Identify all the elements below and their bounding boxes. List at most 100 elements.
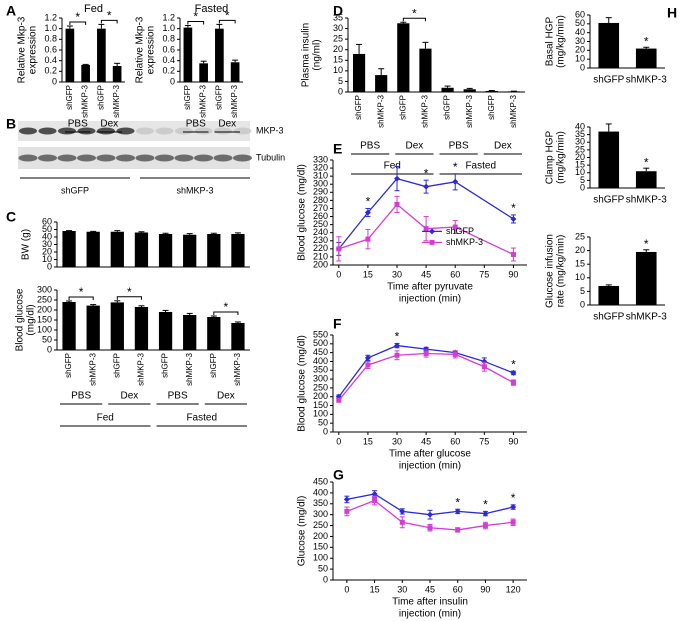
significance-bracket <box>402 17 426 22</box>
data-point <box>455 527 461 533</box>
x-tick-label: 45 <box>421 269 431 279</box>
bar <box>598 285 620 305</box>
y-axis-label: Basal HGP <box>545 16 556 66</box>
data-point <box>399 519 405 525</box>
data-point <box>510 380 516 386</box>
significance-marker: * <box>366 195 371 209</box>
group-label: Fasted <box>465 161 496 172</box>
significance-bracket <box>213 311 239 315</box>
data-point <box>365 362 371 368</box>
data-point <box>510 215 517 222</box>
x-tick-label: shMKP-3 <box>199 84 208 117</box>
bar <box>110 302 124 350</box>
data-point <box>454 508 461 515</box>
data-point <box>452 351 458 357</box>
x-tick-label: shMKP-3 <box>230 84 239 117</box>
x-tick-label: shMKP-3 <box>185 352 194 385</box>
bar <box>441 87 454 92</box>
significance-marker: * <box>455 495 460 509</box>
group-label: Dex <box>218 119 236 130</box>
y-tick-label: 350 <box>313 498 328 508</box>
blot-band <box>58 127 76 135</box>
data-point <box>510 504 517 511</box>
data-point <box>344 508 350 514</box>
blot-band <box>135 154 155 162</box>
significance-bracket <box>218 19 236 24</box>
significance-marker: * <box>511 201 516 215</box>
x-tick-label: shGFP <box>112 353 121 378</box>
significance-marker: * <box>644 155 649 169</box>
western-blot: B MKP-3 Tubulin shGFP shMKP-3 <box>6 116 285 196</box>
data-point <box>427 511 433 518</box>
y-tick-label: 290 <box>313 187 328 197</box>
bar <box>375 75 388 92</box>
significance-marker: * <box>453 160 458 174</box>
group-label: PBS <box>449 141 469 152</box>
x-axis-label: Time after pyruvate <box>387 282 473 293</box>
y-tick-label: 10 <box>333 65 343 75</box>
y-tick-label: 100 <box>313 553 328 563</box>
significance-marker: * <box>511 357 516 371</box>
series-line <box>338 203 514 256</box>
bar <box>158 234 173 267</box>
bar <box>110 231 124 267</box>
data-point <box>481 364 487 370</box>
x-tick-label: 75 <box>479 269 489 279</box>
x-tick-label: shGFP <box>64 353 73 378</box>
group-label: Dex <box>494 141 512 152</box>
y-tick-label: 20 <box>42 246 52 256</box>
bar <box>62 231 76 267</box>
blot-band <box>19 127 37 135</box>
x-tick-label: 60 <box>453 584 463 594</box>
panel-letter: F <box>333 316 342 332</box>
data-point <box>399 508 406 515</box>
data-point <box>427 525 433 531</box>
data-point <box>481 358 488 365</box>
bar <box>97 28 106 83</box>
y-axis-label: Blood glucose (mg/dl) <box>297 335 308 432</box>
blot-band <box>194 127 213 135</box>
panel-letter: E <box>333 141 342 157</box>
y-tick-label: 30 <box>575 36 585 46</box>
group-label: PBS <box>71 391 91 402</box>
bar <box>183 315 197 350</box>
y-axis-label: Blood glucose <box>15 288 26 351</box>
y-tick-label: 10 <box>575 54 585 64</box>
bar <box>134 232 149 267</box>
y-tick-label: 1.2 <box>162 12 175 22</box>
legend-marker <box>429 239 435 245</box>
y-tick-label: 15 <box>575 160 585 170</box>
bar <box>598 131 620 188</box>
significance-marker: * <box>224 300 229 314</box>
y-tick-label: 210 <box>313 251 328 261</box>
band-label: Tubulin <box>256 152 285 162</box>
x-tick-label: shGFP <box>183 85 192 110</box>
y-tick-label: 300 <box>313 179 328 189</box>
group-label: shGFP <box>61 185 89 195</box>
panel-letter: G <box>333 467 344 483</box>
y-tick-label: 40 <box>42 231 52 241</box>
significance-marker: * <box>483 498 488 512</box>
blot-band <box>38 154 57 162</box>
y-tick-label: 25 <box>575 231 585 241</box>
x-tick-label: shMKP-3 <box>465 94 474 127</box>
y-tick-label: 50 <box>575 18 585 28</box>
y-axis-label: Relative Mkp-3 <box>135 16 146 83</box>
significance-marker: * <box>127 285 132 299</box>
blot-band <box>233 127 252 135</box>
data-point <box>423 346 430 353</box>
bar <box>507 91 521 92</box>
group-label: Dex <box>100 119 118 130</box>
data-point <box>423 226 429 232</box>
x-tick-label: shMKP-3 <box>112 84 121 117</box>
group-label: PBS <box>186 119 206 130</box>
y-tick-label: 100 <box>37 324 52 334</box>
group-label: Fed <box>384 161 401 172</box>
blot-band <box>213 154 233 162</box>
data-point <box>336 397 342 403</box>
data-point <box>371 490 378 497</box>
y-tick-label: 30 <box>42 239 52 249</box>
y-tick-label: 150 <box>313 400 328 410</box>
